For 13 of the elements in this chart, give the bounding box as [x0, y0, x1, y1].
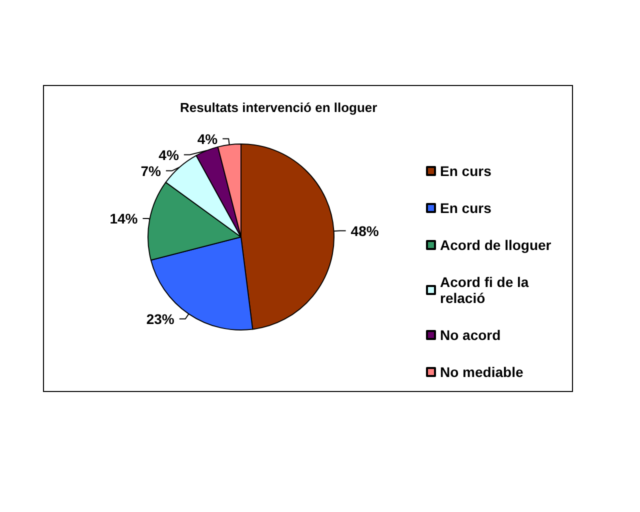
- legend-label: En curs: [440, 163, 492, 179]
- legend-label: Acord de lloguer: [440, 237, 552, 253]
- legend-label: En curs: [440, 200, 492, 216]
- data-label: 14%: [110, 210, 138, 226]
- legend-label: Acord fi de la relació: [440, 274, 533, 306]
- data-label: 7%: [140, 162, 162, 179]
- data-label: 4%: [158, 146, 180, 163]
- data-label: 4%: [197, 130, 218, 147]
- legend-label: No acord: [440, 327, 501, 343]
- legend-label: No mediable: [440, 364, 524, 380]
- data-label: 23%: [146, 310, 175, 327]
- data-label: 48%: [350, 222, 380, 239]
- chart-title: Resultats intervenció en lloguer: [180, 100, 378, 115]
